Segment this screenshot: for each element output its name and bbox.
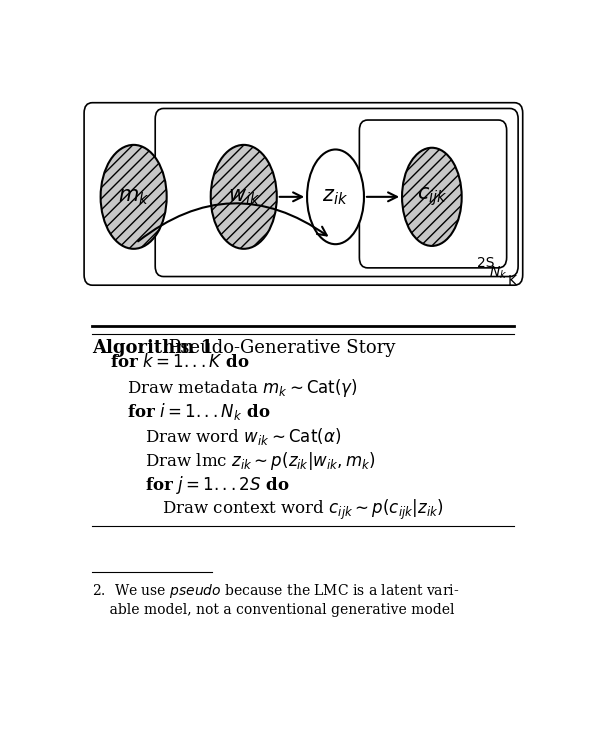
Text: Draw context word $c_{ijk} \sim p(c_{ijk}|z_{ik})$: Draw context word $c_{ijk} \sim p(c_{ijk… <box>162 498 444 523</box>
Text: for $k = 1...K$ do: for $k = 1...K$ do <box>110 352 249 370</box>
Text: $w_{ik}$: $w_{ik}$ <box>228 187 260 207</box>
Text: for $j = 1...2S$ do: for $j = 1...2S$ do <box>144 474 289 496</box>
Text: $m_k$: $m_k$ <box>118 187 149 207</box>
Text: Draw lmc $z_{ik} \sim p(z_{ik}|w_{ik},m_k)$: Draw lmc $z_{ik} \sim p(z_{ik}|w_{ik},m_… <box>144 450 375 472</box>
Text: Draw metadata $m_k \sim \mathrm{Cat}(\gamma)$: Draw metadata $m_k \sim \mathrm{Cat}(\ga… <box>127 377 358 399</box>
Text: able model, not a conventional generative model: able model, not a conventional generativ… <box>92 603 455 616</box>
Text: $c_{ijk}$: $c_{ijk}$ <box>417 185 447 209</box>
Text: K: K <box>508 274 517 288</box>
Text: $N_k$: $N_k$ <box>489 265 507 280</box>
Text: Draw word $w_{ik} \sim \mathrm{Cat}(\alpha)$: Draw word $w_{ik} \sim \mathrm{Cat}(\alp… <box>144 425 341 446</box>
Ellipse shape <box>402 148 462 246</box>
Ellipse shape <box>211 145 277 249</box>
Text: for $i = 1...N_k$ do: for $i = 1...N_k$ do <box>127 401 271 422</box>
Ellipse shape <box>307 149 364 244</box>
Text: Pseudo-Generative Story: Pseudo-Generative Story <box>163 340 396 358</box>
Text: 2S: 2S <box>477 256 494 270</box>
Text: Algorithm 1: Algorithm 1 <box>92 340 214 358</box>
Text: 2.  We use $\mathit{pseudo}$ because the LMC is a latent vari-: 2. We use $\mathit{pseudo}$ because the … <box>92 582 460 600</box>
Text: $z_{ik}$: $z_{ik}$ <box>323 187 349 207</box>
Ellipse shape <box>101 145 167 249</box>
